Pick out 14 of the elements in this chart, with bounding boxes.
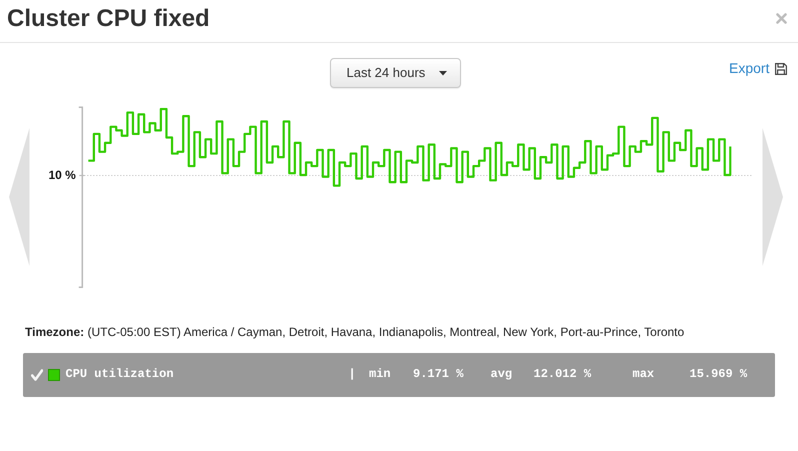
dropdown-button: Last 24 hours	[330, 58, 461, 88]
text: |	[348, 367, 356, 381]
chart-title: Cluster CPU fixed	[7, 5, 210, 33]
text: 9.171 %	[413, 367, 464, 381]
text: Export	[729, 59, 770, 77]
text: Timezone:	[25, 325, 84, 339]
text: min	[369, 367, 391, 381]
legend-label: CPU utilization	[66, 367, 174, 381]
text: 12.012 %	[534, 367, 592, 381]
text: 15.969 %	[690, 367, 748, 381]
text: avg	[490, 367, 512, 381]
text: max	[632, 367, 654, 381]
text: (UTC-05:00 EST) America / Cayman, Detroit, Havana, Indianapolis, Montreal, New York, Port-au-Prince, Toronto	[87, 325, 684, 339]
text: 10 %	[48, 168, 76, 182]
